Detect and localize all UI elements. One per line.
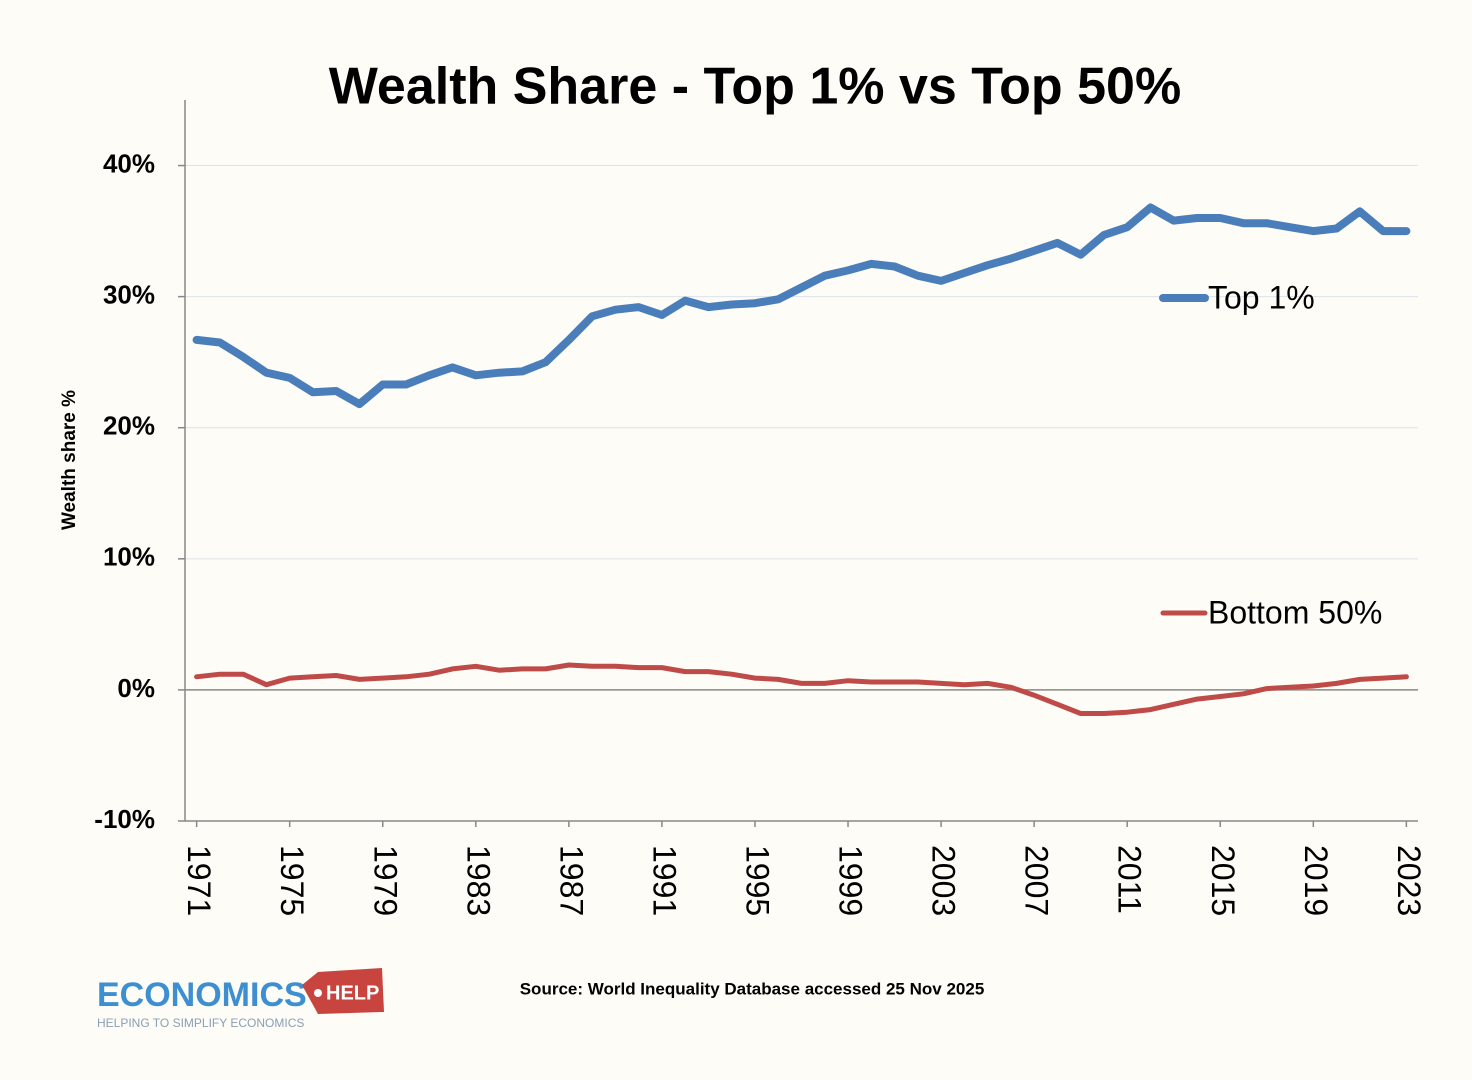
x-tick-label: 2003: [926, 845, 962, 916]
logo-tag-text: HELP: [326, 982, 379, 1004]
logo-tagline: HELPING TO SIMPLIFY ECONOMICS: [97, 1016, 304, 1030]
x-tick-label: 1999: [833, 845, 869, 916]
y-tick-label: 30%: [103, 280, 155, 310]
x-tick-label: 1991: [646, 845, 682, 916]
source-note: Source: World Inequality Database access…: [520, 979, 985, 998]
y-tick-label: 0%: [117, 673, 155, 703]
logo-name: ECONOMICS: [97, 976, 307, 1014]
x-tick-label: 2015: [1205, 845, 1241, 916]
legend-label: Top 1%: [1208, 279, 1315, 315]
x-tick-label: 1975: [274, 845, 310, 916]
x-tick-label: 2023: [1391, 845, 1427, 916]
y-axis-label: Wealth share %: [59, 390, 80, 530]
x-tick-label: 1979: [367, 845, 403, 916]
x-tick-label: 2011: [1112, 845, 1148, 914]
series-line: [194, 662, 1409, 716]
x-tick-label: 1995: [740, 845, 776, 916]
y-tick-label: 20%: [103, 411, 155, 441]
x-tick-label: 2007: [1019, 845, 1055, 916]
x-tick-label: 2019: [1298, 845, 1334, 916]
logo-tag-hole: [314, 989, 322, 997]
y-tick-label: -10%: [94, 804, 155, 834]
series-line: [192, 203, 1411, 409]
y-tick-label: 40%: [103, 148, 155, 178]
y-tick-label: 10%: [103, 542, 155, 572]
logo-tag: [302, 968, 384, 1014]
logo: ECONOMICS HELP HELPING TO SIMPLIFY ECONO…: [97, 968, 384, 1030]
legend-label: Bottom 50%: [1208, 594, 1382, 630]
chart-title: Wealth Share - Top 1% vs Top 50%: [329, 58, 1181, 116]
x-tick-label: 1983: [460, 845, 496, 916]
x-tick-label: 1971: [181, 845, 217, 916]
x-tick-label: 1987: [553, 845, 589, 916]
